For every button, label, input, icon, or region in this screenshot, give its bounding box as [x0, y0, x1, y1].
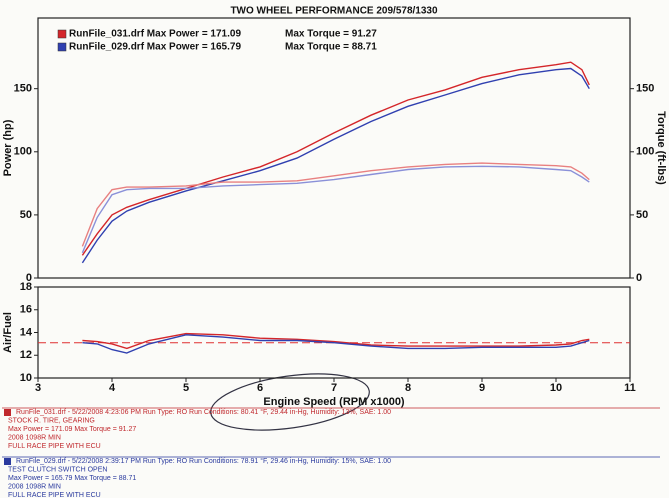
y-axis-label: Power (hp) [2, 119, 14, 176]
series-line [81, 165, 590, 254]
run-note: TEST CLUTCH SWITCH OPEN [8, 466, 107, 473]
y-tick-label: 0 [26, 272, 32, 284]
x-tick-label: 4 [109, 382, 116, 394]
run-note: RunFile_031.drf - 5/22/2008 4:23:06 PM R… [16, 408, 391, 416]
y2-axis-label: Torque (ft-lbs) [655, 111, 667, 185]
x-tick-label: 3 [35, 382, 41, 394]
series-line [82, 332, 590, 350]
y-tick-label: 12 [20, 349, 32, 361]
y2-tick-label: 0 [636, 272, 642, 284]
y-tick-label: 18 [20, 281, 32, 293]
series-line [81, 162, 590, 247]
y-tick-label: 50 [20, 209, 32, 221]
y-axis-label: Air/Fuel [2, 312, 14, 353]
y-tick-label: 16 [20, 304, 32, 316]
legend-swatch [57, 42, 67, 52]
hand-drawn-circle [210, 373, 370, 431]
x-tick-label: 7 [331, 382, 337, 394]
series-line [81, 67, 590, 264]
x-tick-label: 10 [550, 382, 562, 394]
y2-tick-label: 50 [636, 209, 648, 221]
legend-label: Max Torque = 88.71 [285, 42, 377, 53]
x-tick-label: 8 [405, 382, 411, 394]
run-note: 2008 1098R MIN [8, 483, 61, 490]
y-tick-label: 150 [14, 83, 32, 95]
run-note: FULL RACE PIPE WITH ECU [8, 492, 101, 498]
legend-label: RunFile_031.drf Max Power = 171.09 [69, 29, 241, 40]
y2-tick-label: 100 [636, 146, 654, 158]
series-line [81, 61, 590, 256]
legend-swatch [57, 29, 67, 39]
y-tick-label: 10 [20, 372, 32, 384]
chart-title: TWO WHEEL PERFORMANCE 209/578/1330 [230, 6, 438, 17]
run-swatch [4, 409, 11, 416]
run-note: FULL RACE PIPE WITH ECU [8, 443, 101, 450]
y2-tick-label: 150 [636, 83, 654, 95]
run-note: STOCK R. TIRE, GEARING [8, 417, 95, 424]
legend-label: RunFile_029.drf Max Power = 165.79 [69, 42, 241, 53]
run-swatch [4, 458, 11, 465]
y-tick-label: 14 [20, 326, 33, 338]
legend-label: Max Torque = 91.27 [285, 29, 377, 40]
run-note: 2008 1098R MIN [8, 434, 61, 441]
run-note: RunFile_029.drf - 5/22/2008 2:39:17 PM R… [16, 457, 391, 465]
x-tick-label: 11 [624, 382, 636, 394]
y-tick-label: 100 [14, 146, 32, 158]
x-axis-label: Engine Speed (RPM x1000) [263, 396, 405, 408]
series-line [82, 334, 590, 354]
plot-frame [37, 17, 631, 279]
x-tick-label: 9 [479, 382, 485, 394]
x-tick-label: 5 [183, 382, 189, 394]
plot-frame [37, 286, 631, 379]
x-tick-label: 6 [257, 382, 263, 394]
run-note: Max Power = 171.09 Max Torque = 91.27 [8, 426, 136, 433]
run-note: Max Power = 165.79 Max Torque = 88.71 [8, 475, 136, 482]
